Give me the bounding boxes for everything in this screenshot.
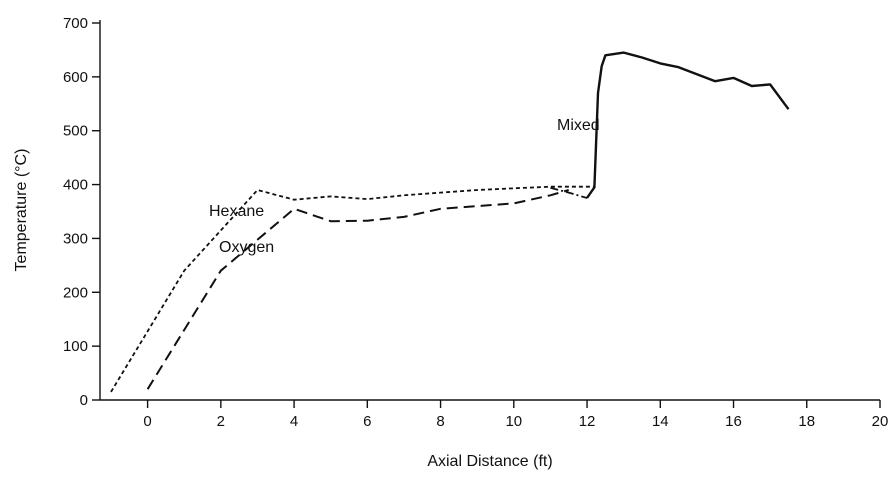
y-tick-label: 600 xyxy=(63,69,88,86)
series-group xyxy=(110,51,790,393)
x-tick-label: 20 xyxy=(872,413,889,430)
series-label-oxygen: Oxygen xyxy=(219,239,274,256)
series-line-hexane xyxy=(110,185,595,393)
series-label-mixed: Mixed xyxy=(557,117,600,134)
x-tick-label: 0 xyxy=(143,413,151,430)
series-label-hexane: Hexane xyxy=(209,203,264,220)
y-tick-label: 500 xyxy=(63,123,88,140)
x-tick-label: 4 xyxy=(290,413,298,430)
y-tick-label: 400 xyxy=(63,177,88,194)
y-tick-label: 700 xyxy=(63,15,88,32)
axes xyxy=(99,20,880,401)
y-tick-label: 200 xyxy=(63,284,88,301)
x-tick-label: 14 xyxy=(652,413,669,430)
x-axis-title: Axial Distance (ft) xyxy=(427,453,552,470)
series-line-transition xyxy=(550,186,588,199)
y-tick-label: 100 xyxy=(63,338,88,355)
x-tick-label: 6 xyxy=(363,413,371,430)
y-axis-title: Temperature (°C) xyxy=(13,149,30,272)
x-tick-label: 10 xyxy=(505,413,522,430)
x-tick-label: 16 xyxy=(725,413,742,430)
x-tick-label: 8 xyxy=(436,413,444,430)
x-tick-label: 2 xyxy=(217,413,225,430)
series-line-mixed xyxy=(586,51,790,199)
series-line-oxygen xyxy=(146,189,569,390)
x-tick-label: 12 xyxy=(579,413,596,430)
x-tick-label: 18 xyxy=(798,413,815,430)
y-tick-label: 0 xyxy=(80,392,88,409)
y-tick-label: 300 xyxy=(63,230,88,247)
